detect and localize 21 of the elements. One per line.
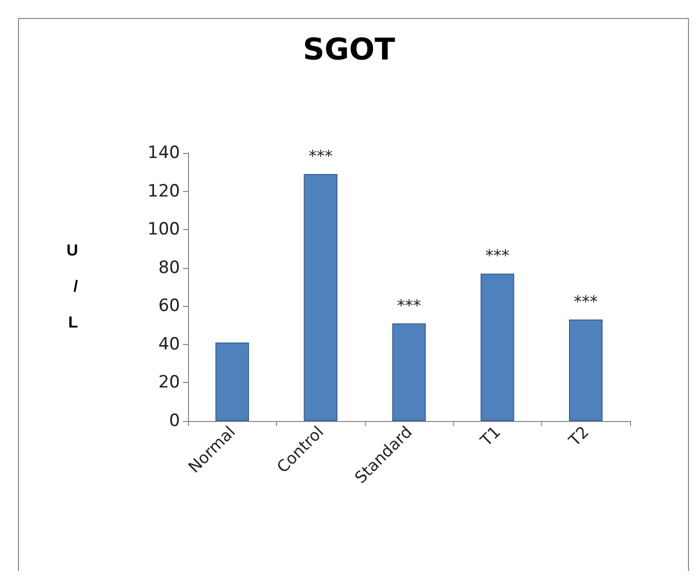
y-tick-label: 80 [158,258,180,278]
bar [304,174,338,421]
y-axis-title: U / L [66,242,79,332]
bar [569,320,603,421]
y-tick-label: 40 [158,334,180,354]
y-tick-label: 120 [148,181,180,202]
y-tick-label: 60 [158,296,180,316]
annotation: *** [574,292,598,312]
chart-title: SGOT [302,32,396,68]
annotation: *** [308,146,333,166]
y-tick-label: 0 [169,411,180,431]
x-tick-label: T2 [564,422,593,451]
y-tick-label: 20 [158,372,180,393]
bar [392,323,426,421]
y-tick-label: 100 [148,220,180,240]
annotation: *** [397,296,421,315]
bar [480,274,514,421]
bar [215,342,249,421]
x-tick-label: T1 [476,422,504,451]
annotation: *** [485,246,510,266]
y-tick-label: 140 [148,143,180,163]
